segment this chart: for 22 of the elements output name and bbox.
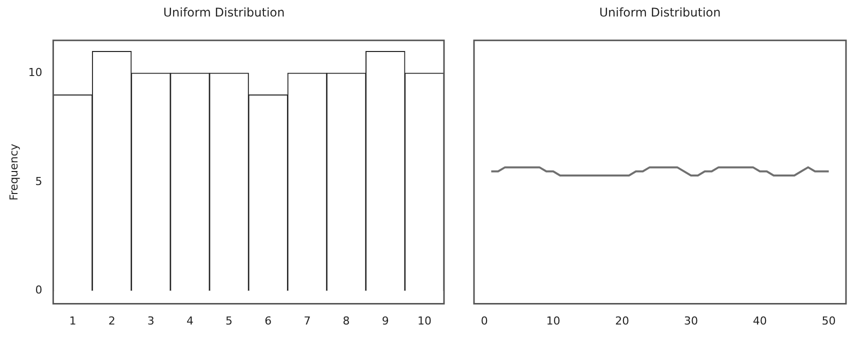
- x-tick-label: 2: [108, 314, 116, 328]
- x-tick-label: 0: [480, 314, 488, 328]
- y-tick-label: 10: [28, 66, 42, 79]
- x-tick-label: 1: [69, 314, 76, 328]
- x-tick-label: 3: [147, 314, 154, 328]
- y-axis-title: Frequency: [7, 143, 20, 201]
- x-tick-label: 20: [615, 314, 630, 328]
- x-tick-label: 30: [684, 314, 698, 328]
- x-tick-label: 8: [342, 314, 350, 328]
- chart-title: Uniform Distribution: [599, 5, 721, 20]
- x-tick-label: 50: [822, 314, 836, 328]
- x-tick-label: 10: [417, 314, 432, 328]
- x-tick-label: 4: [186, 314, 194, 328]
- chart-title: Uniform Distribution: [163, 5, 285, 20]
- x-tick-label: 9: [382, 314, 389, 328]
- x-tick-label: 6: [264, 314, 272, 328]
- x-tick-label: 7: [304, 314, 311, 328]
- y-tick-label: 5: [35, 174, 42, 188]
- x-tick-label: 40: [752, 314, 767, 328]
- x-tick-label: 10: [546, 314, 560, 328]
- x-tick-label: 5: [226, 314, 233, 328]
- y-tick-label: 0: [35, 284, 42, 297]
